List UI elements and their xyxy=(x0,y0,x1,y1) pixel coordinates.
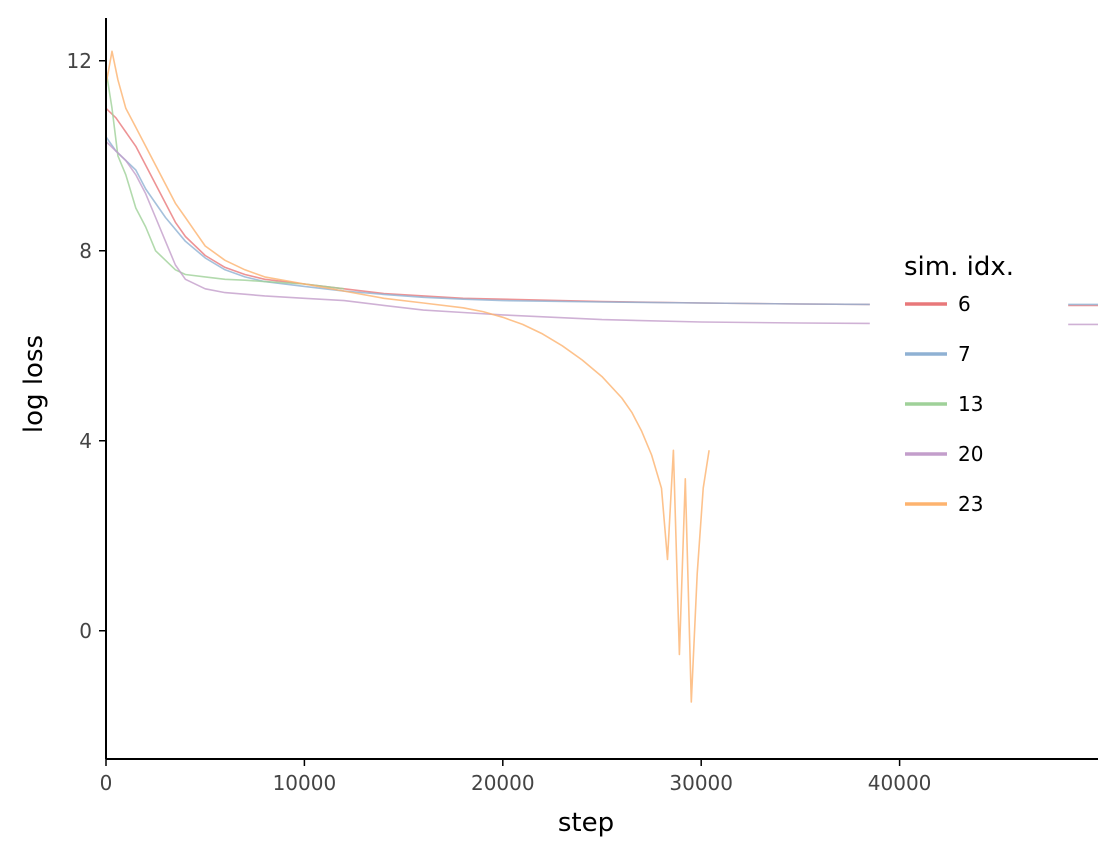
legend-label-7: 7 xyxy=(958,342,971,366)
y-axis-ticks: 0 4 8 12 xyxy=(67,49,106,643)
legend-label-13: 13 xyxy=(958,392,983,416)
y-tick-label: 4 xyxy=(79,429,92,453)
y-axis-title: log loss xyxy=(19,335,49,433)
x-tick-label: 20000 xyxy=(471,771,535,795)
legend-label-20: 20 xyxy=(958,442,983,466)
plot-area xyxy=(105,50,1098,703)
series-line-23 xyxy=(105,50,710,703)
y-tick-label: 12 xyxy=(67,49,92,73)
x-axis-ticks: 0 10000 20000 30000 40000 xyxy=(100,759,932,795)
legend-label-23: 23 xyxy=(958,492,983,516)
series-line-13 xyxy=(105,70,345,290)
x-tick-label: 0 xyxy=(100,771,113,795)
series-line-20 xyxy=(105,140,1098,326)
y-tick-label: 8 xyxy=(79,239,92,263)
x-axis-title: step xyxy=(558,808,614,838)
legend: sim. idx. 6 7 13 20 23 xyxy=(904,252,1014,516)
x-tick-label: 10000 xyxy=(273,771,337,795)
legend-label-6: 6 xyxy=(958,292,971,316)
legend-title: sim. idx. xyxy=(904,252,1014,282)
y-tick-label: 0 xyxy=(79,619,92,643)
x-tick-label: 30000 xyxy=(669,771,733,795)
x-tick-label: 40000 xyxy=(868,771,932,795)
series-line-6 xyxy=(105,107,1098,307)
